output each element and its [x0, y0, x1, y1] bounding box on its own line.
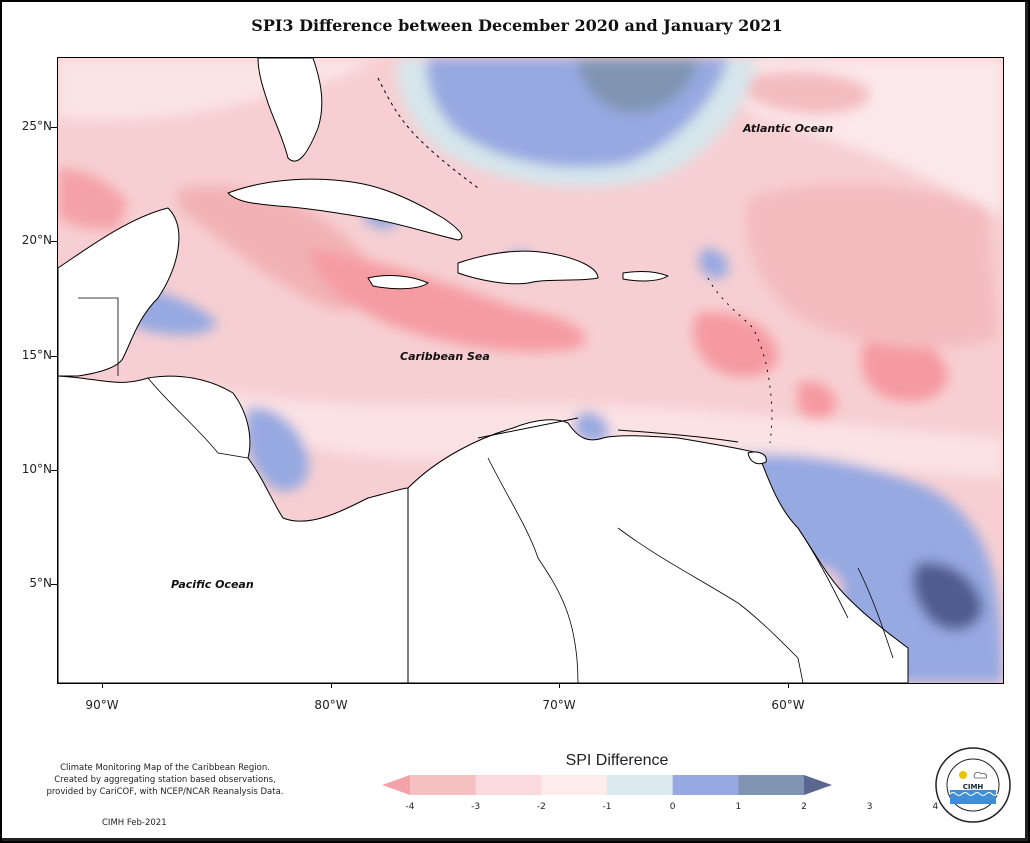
- legend-tick-label: 1: [735, 802, 742, 812]
- lat-tick: [51, 470, 57, 471]
- lon-label-90w: 90°W: [85, 698, 119, 712]
- lat-label-5n: 5°N: [29, 576, 52, 590]
- legend-swatch: [541, 775, 608, 795]
- lat-tick: [51, 584, 57, 585]
- legend-tick-label: -4: [405, 802, 415, 812]
- landmass-cuba: [227, 178, 463, 241]
- label-pacific-ocean: Pacific Ocean: [171, 578, 254, 591]
- lon-tick: [331, 682, 332, 688]
- landmass-central-america: [58, 375, 409, 683]
- logo-water-icon: [950, 790, 996, 804]
- logo-sun-icon: [959, 771, 967, 779]
- map-title: SPI3 Difference between December 2020 an…: [251, 16, 783, 35]
- islands-bahamas: [377, 77, 479, 189]
- footnote-line-1: Climate Monitoring Map of the Caribbean …: [60, 763, 270, 773]
- spi-wet-nicaragua: [244, 407, 309, 492]
- legend-tick-label: 3: [866, 802, 873, 812]
- border-guyana: [797, 527, 849, 619]
- legend-tick-label: -3: [471, 802, 481, 812]
- legend-swatch: [475, 775, 542, 795]
- legend-tick-label: 4: [932, 802, 939, 812]
- border-venezuela-brazil: [617, 527, 804, 683]
- legend-arrow-low: [382, 775, 410, 795]
- logo-wave-icon: [949, 792, 999, 796]
- legend-title: SPI Difference: [565, 752, 669, 769]
- coastline-venezuela-islands: [477, 417, 739, 443]
- landmass-trinidad: [747, 451, 767, 465]
- lon-tick: [102, 682, 103, 688]
- landmass-hispaniola: [457, 250, 599, 285]
- border-suriname: [857, 567, 894, 659]
- footnote-line-2: Created by aggregating station based obs…: [54, 775, 276, 785]
- lon-label-60w: 60°W: [771, 698, 805, 712]
- landmass-florida: [257, 58, 323, 162]
- spi-dry-atlantic-band: [745, 184, 998, 349]
- spi-dry-barbados: [798, 381, 837, 420]
- footnote-line-3: provided by CariCOF, with NCEP/NCAR Rean…: [46, 787, 284, 797]
- lon-label-70w: 70°W: [542, 698, 576, 712]
- footnote: Climate Monitoring Map of the Caribbean …: [30, 762, 300, 798]
- legend-tick-label: 0: [669, 802, 676, 812]
- label-caribbean-sea: Caribbean Sea: [400, 350, 490, 363]
- credit-text: CIMH Feb-2021: [102, 818, 167, 828]
- legend-swatch: [607, 775, 674, 795]
- spi-dry-lesser-antilles: [693, 312, 778, 377]
- lat-tick: [51, 241, 57, 242]
- spi-dry-central-caribbean: [308, 248, 586, 352]
- spi-dry-west-gulf: [58, 168, 128, 230]
- lon-label-80w: 80°W: [314, 698, 348, 712]
- logo-abbr: CIMH: [963, 783, 984, 791]
- spi-wet-leeward-spot: [698, 248, 729, 279]
- legend-swatch: [410, 775, 477, 795]
- legend-swatch: [672, 775, 739, 795]
- legend-arrow-high: [804, 775, 832, 795]
- spi-map-svg: [58, 58, 1003, 683]
- legend-tick-label: -2: [536, 802, 546, 812]
- spi-dry-north-atlantic: [737, 71, 870, 115]
- border-central-america: [147, 377, 249, 459]
- lat-label-10n: 10°N: [21, 462, 52, 476]
- border-mexico-guatemala: [78, 297, 119, 376]
- spi-wet-extreme-suriname: [912, 562, 983, 631]
- logo-cloud-icon: [973, 771, 987, 779]
- label-atlantic-ocean: Atlantic Ocean: [743, 122, 834, 135]
- border-colombia-venezuela: [487, 457, 579, 683]
- lat-tick: [51, 127, 57, 128]
- legend-swatch: [738, 775, 805, 795]
- lon-tick: [559, 682, 560, 688]
- landmass-yucatan: [58, 207, 180, 377]
- lat-label-15n: 15°N: [21, 348, 52, 362]
- landmass-south-america: [407, 419, 909, 683]
- legend-colorbar: [382, 775, 832, 795]
- cimh-logo-icon: CIMH: [935, 747, 1011, 823]
- spi-dry-east-atlantic: [861, 337, 948, 402]
- spi-wet-strong-atlantic: [578, 58, 698, 113]
- landmass-puerto-rico: [622, 271, 669, 282]
- legend-tick-label: 2: [801, 802, 807, 812]
- landmass-jamaica: [367, 275, 429, 290]
- lon-tick: [788, 682, 789, 688]
- legend-tick-label: -1: [602, 802, 612, 812]
- lat-label-25n: 25°N: [21, 119, 52, 133]
- lat-label-20n: 20°N: [21, 233, 52, 247]
- lat-tick: [51, 356, 57, 357]
- spi-map: Atlantic Ocean Caribbean Sea Pacific Oce…: [57, 57, 1004, 684]
- spi-wet-curacao-spot: [573, 412, 609, 444]
